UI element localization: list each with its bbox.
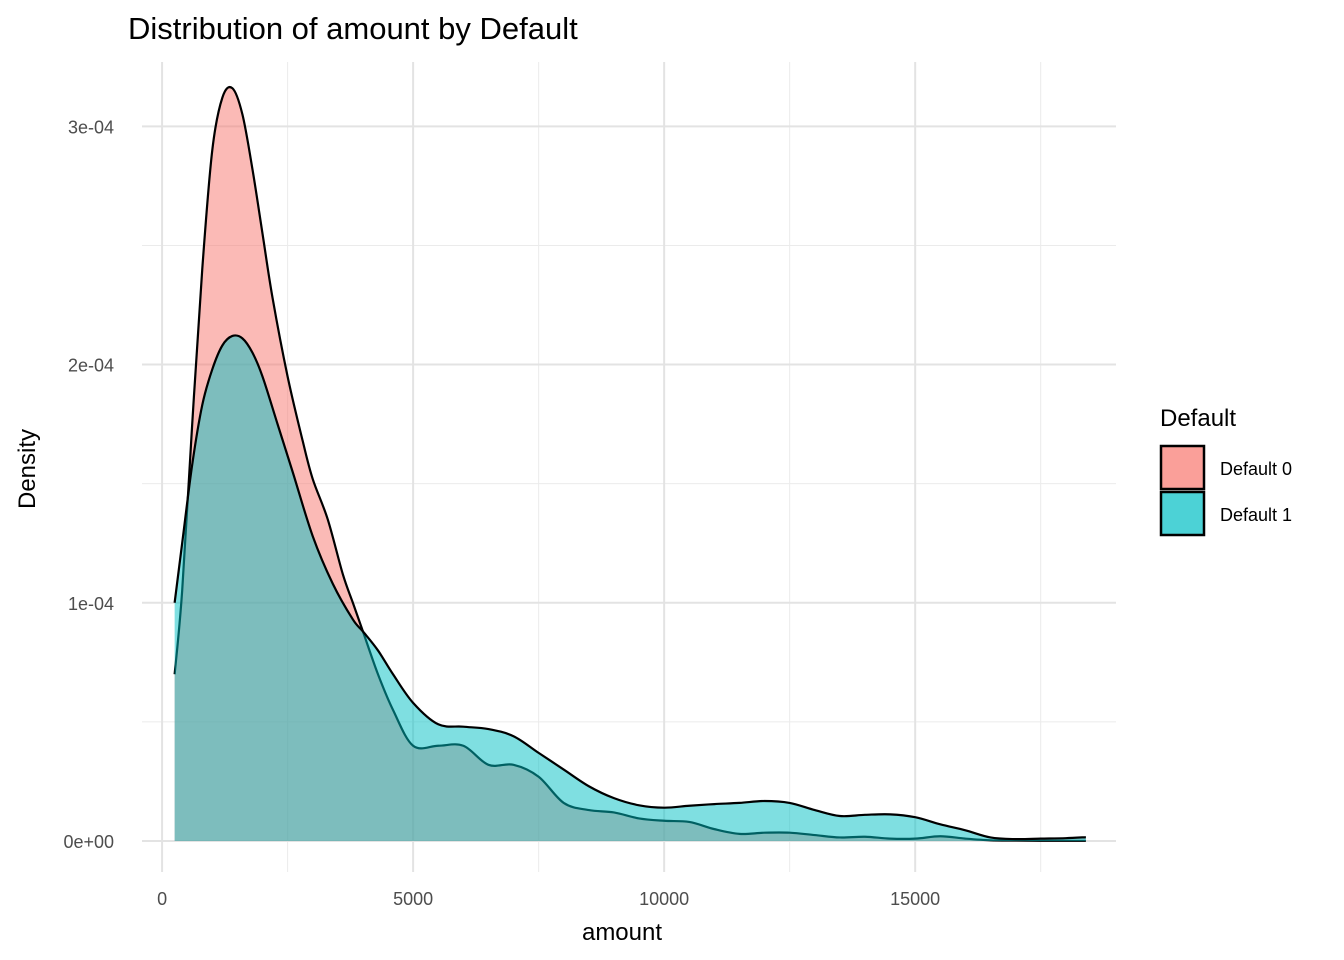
- legend-items: Default 0 Default 1: [1159, 444, 1292, 537]
- y-tick-label: 3e-04: [68, 117, 114, 137]
- legend-swatch-default-0: [1159, 444, 1206, 491]
- density-line-default-1: [173, 334, 1086, 841]
- x-axis-ticks: 0 5000 10000 15000: [157, 889, 940, 909]
- legend: Default Default 0 Default 1: [1159, 405, 1292, 537]
- density-area-default-1: [174, 335, 1086, 842]
- y-axis-title: Density: [14, 429, 41, 509]
- x-tick-label: 5000: [393, 889, 433, 909]
- legend-swatch-default-1: [1159, 490, 1206, 537]
- y-tick-label: 0e+00: [63, 832, 114, 852]
- y-tick-label: 2e-04: [68, 356, 114, 376]
- legend-label-default-0: Default 0: [1220, 459, 1292, 479]
- density-areas: [173, 85, 1086, 842]
- x-tick-label: 0: [157, 889, 167, 909]
- legend-label-default-1: Default 1: [1220, 505, 1292, 525]
- x-tick-label: 10000: [639, 889, 689, 909]
- x-axis-title: amount: [582, 919, 662, 946]
- legend-title: Default: [1160, 405, 1236, 432]
- y-axis-ticks: 0e+00 1e-04 2e-04 3e-04: [63, 117, 114, 852]
- chart-title: Distribution of amount by Default: [128, 11, 578, 46]
- y-tick-label: 1e-04: [68, 594, 114, 614]
- x-tick-label: 15000: [890, 889, 940, 909]
